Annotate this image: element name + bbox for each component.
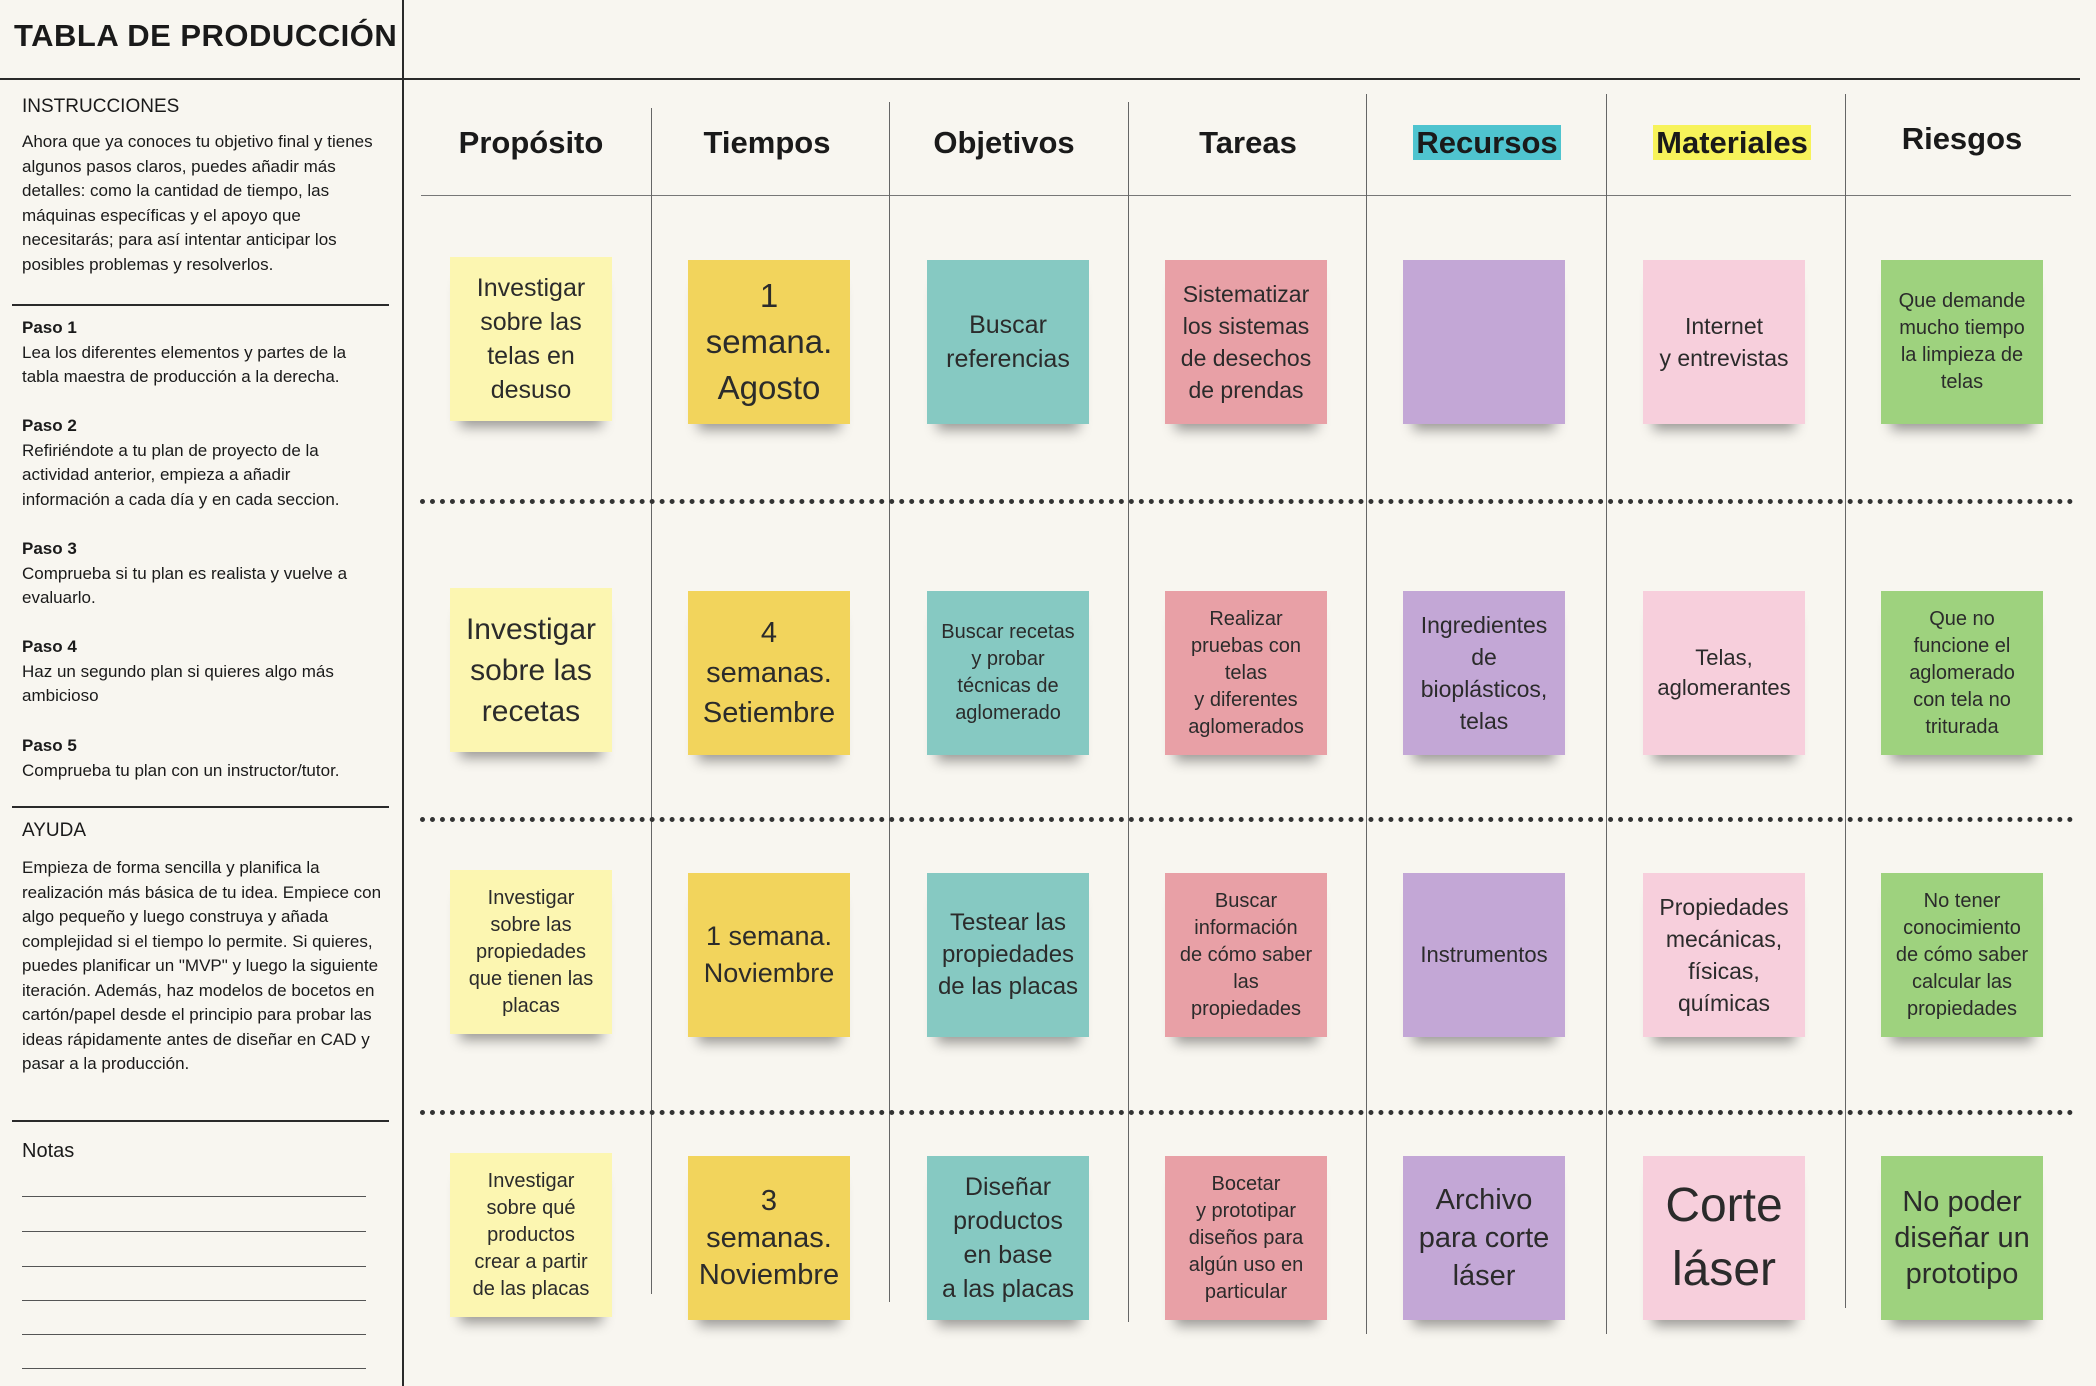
- sticky-note[interactable]: Realizar pruebas con telas y diferentes …: [1165, 591, 1327, 755]
- sticky-note[interactable]: Que no funcione el aglomerado con tela n…: [1881, 591, 2043, 755]
- column-separator: [651, 108, 652, 1294]
- step-text: Comprueba tu plan con un instructor/tuto…: [22, 760, 340, 780]
- column-separator: [1845, 94, 1846, 1308]
- column-header-materiales: Materiales: [1622, 118, 1842, 168]
- sticky-note[interactable]: Telas, aglomerantes: [1643, 591, 1805, 755]
- column-separator: [1366, 94, 1367, 1334]
- sticky-note[interactable]: Investigar sobre las telas en desuso: [450, 257, 612, 421]
- sticky-note[interactable]: Propiedades mecánicas, físicas, químicas: [1643, 873, 1805, 1037]
- step-2: Paso 2 Refiriéndote a tu plan de proyect…: [22, 414, 382, 512]
- divider: [0, 78, 404, 80]
- sticky-note[interactable]: Investigar sobre qué productos crear a p…: [450, 1153, 612, 1317]
- column-header-tiempos: Tiempos: [703, 125, 831, 160]
- sticky-note[interactable]: Bocetar y prototipar diseños para algún …: [1165, 1156, 1327, 1320]
- step-title: Paso 5: [22, 736, 77, 755]
- page-title: TABLA DE PRODUCCIÓN: [14, 18, 398, 53]
- column-separator: [1606, 94, 1607, 1334]
- sticky-note[interactable]: Buscar recetas y probar técnicas de aglo…: [927, 591, 1089, 755]
- sticky-note[interactable]: Ingredientes de bioplásticos, telas: [1403, 591, 1565, 755]
- step-3: Paso 3 Comprueba si tu plan es realista …: [22, 537, 382, 611]
- column-separator: [1128, 102, 1129, 1322]
- sticky-note[interactable]: Corte láser: [1643, 1156, 1805, 1320]
- divider: [12, 806, 389, 808]
- notes-line[interactable]: [22, 1334, 366, 1335]
- notes-section: Notas: [22, 1138, 382, 1164]
- sticky-note[interactable]: Sistematizar los sistemas de desechos de…: [1165, 260, 1327, 424]
- notes-line[interactable]: [22, 1196, 366, 1197]
- sticky-note[interactable]: Investigar sobre las recetas: [450, 588, 612, 752]
- sticky-note[interactable]: Buscar referencias: [927, 260, 1089, 424]
- divider: [12, 1120, 389, 1122]
- top-divider: [404, 78, 2080, 80]
- instructions-text: Ahora que ya conoces tu objetivo final y…: [22, 132, 373, 274]
- sticky-note[interactable]: 4 semanas. Setiembre: [688, 591, 850, 755]
- sticky-note[interactable]: 3 semanas. Noviembre: [688, 1156, 850, 1320]
- step-title: Paso 1: [22, 318, 77, 337]
- column-header-tareas: Tareas: [1199, 125, 1297, 160]
- sticky-note[interactable]: Investigar sobre las propiedades que tie…: [450, 870, 612, 1034]
- column-separator: [889, 102, 890, 1302]
- sticky-note[interactable]: Instrumentos: [1403, 873, 1565, 1037]
- sticky-note[interactable]: Testear las propiedades de las placas: [927, 873, 1089, 1037]
- step-text: Haz un segundo plan si quieres algo más …: [22, 661, 334, 706]
- sticky-note[interactable]: Archivo para corte láser: [1403, 1156, 1565, 1320]
- sticky-note[interactable]: No tener conocimiento de cómo saber calc…: [1881, 873, 2043, 1037]
- notes-line[interactable]: [22, 1368, 366, 1369]
- column-header-riesgos: Riesgos: [1901, 121, 2023, 156]
- header-divider: [421, 195, 2071, 196]
- row-separator: [420, 1110, 2074, 1115]
- instructions-sidebar: TABLA DE PRODUCCIÓN INSTRUCCIONES Ahora …: [0, 0, 404, 1386]
- sticky-note[interactable]: 1 semana. Noviembre: [688, 873, 850, 1037]
- sticky-note[interactable]: 1 semana. Agosto: [688, 260, 850, 424]
- instructions-heading: INSTRUCCIONES: [22, 96, 180, 117]
- notes-line[interactable]: [22, 1300, 366, 1301]
- step-text: Lea los diferentes elementos y partes de…: [22, 342, 347, 387]
- divider: [12, 304, 389, 306]
- step-text: Refiriéndote a tu plan de proyecto de la…: [22, 440, 340, 509]
- sticky-note[interactable]: Internet y entrevistas: [1643, 260, 1805, 424]
- sticky-note[interactable]: [1403, 260, 1565, 424]
- sticky-note[interactable]: Diseñar productos en base a las placas: [927, 1156, 1089, 1320]
- notes-line[interactable]: [22, 1231, 366, 1232]
- notes-heading: Notas: [22, 1140, 75, 1162]
- column-header-proposito: Propósito: [458, 125, 604, 160]
- row-separator: [420, 499, 2074, 504]
- sticky-note[interactable]: Buscar información de cómo saber las pro…: [1165, 873, 1327, 1037]
- sticky-note[interactable]: Que demande mucho tiempo la limpieza de …: [1881, 260, 2043, 424]
- row-separator: [420, 817, 2074, 822]
- step-title: Paso 3: [22, 539, 77, 558]
- sticky-note[interactable]: No poder diseñar un prototipo: [1881, 1156, 2043, 1320]
- step-5: Paso 5 Comprueba tu plan con un instruct…: [22, 734, 382, 783]
- column-header-objetivos: Objetivos: [933, 125, 1075, 160]
- step-title: Paso 2: [22, 416, 77, 435]
- step-title: Paso 4: [22, 637, 77, 656]
- step-text: Comprueba si tu plan es realista y vuelv…: [22, 563, 348, 608]
- column-header-recursos: Recursos: [1377, 118, 1597, 168]
- help-section: AYUDA Empieza de forma sencilla y planif…: [22, 818, 382, 1077]
- notes-line[interactable]: [22, 1266, 366, 1267]
- help-text: Empieza de forma sencilla y planifica la…: [22, 858, 382, 1073]
- step-1: Paso 1 Lea los diferentes elementos y pa…: [22, 316, 382, 390]
- step-4: Paso 4 Haz un segundo plan si quieres al…: [22, 635, 382, 709]
- help-heading: AYUDA: [22, 820, 87, 841]
- instructions-section: INSTRUCCIONES Ahora que ya conoces tu ob…: [22, 94, 382, 277]
